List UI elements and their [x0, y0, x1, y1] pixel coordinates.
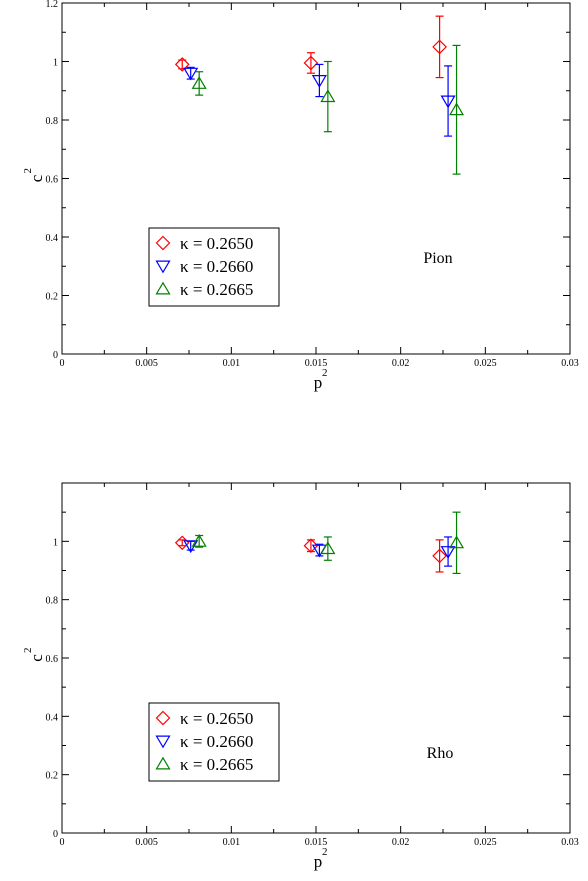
legend-label: κ = 0.2660 [180, 257, 253, 276]
y-tick-label: 1.2 [46, 0, 59, 10]
y-axis-label: c [27, 654, 46, 662]
plot-frame [62, 483, 570, 833]
y-tick-label: 0 [53, 350, 58, 361]
x-tick-label: 0.03 [561, 837, 579, 848]
pion-panel: 0 0.005 0.01 0.015 0.02 0.025 0.0300.20.40.60.… [22, 0, 579, 392]
y-tick-label: 0 [53, 829, 58, 840]
x-axis-label: p [314, 852, 323, 871]
y-tick-label: 0.6 [46, 175, 59, 186]
x-tick-label: 0.02 [392, 358, 410, 369]
series-2 [193, 45, 463, 174]
x-tick-label: 0 [60, 358, 65, 369]
y-tick-label: 0.8 [46, 596, 59, 607]
legend-label: κ = 0.2650 [180, 709, 253, 728]
y-axis-label-superscript: 2 [22, 648, 34, 654]
legend: κ = 0.2650 κ = 0.2660 κ = 0.2665 [149, 703, 279, 781]
x-tick-label: 0.02 [392, 837, 410, 848]
x-tick-label: 0.005 [135, 837, 158, 848]
plot-frame [62, 3, 570, 354]
x-tick-label: 0.025 [474, 837, 497, 848]
series-0 [176, 16, 446, 77]
y-axis-label: c [27, 174, 46, 182]
series-1 [184, 64, 454, 136]
legend-label: κ = 0.2665 [180, 280, 253, 299]
panel-label: Pion [423, 250, 452, 267]
x-axis-label-superscript: 2 [322, 367, 328, 379]
y-tick-label: 0.4 [46, 233, 59, 244]
series-2 [193, 512, 463, 573]
legend: κ = 0.2650 κ = 0.2660 κ = 0.2665 [149, 228, 279, 306]
y-tick-label: 0.8 [46, 116, 59, 127]
x-tick-label: 0.03 [561, 358, 579, 369]
rho-panel: 0 0.005 0.01 0.015 0.02 0.025 0.0300.20.40.60.… [22, 483, 579, 871]
panel-label: Rho [427, 745, 454, 762]
x-tick-label: 0.005 [135, 358, 158, 369]
series-1 [184, 537, 454, 566]
y-tick-label: 0.6 [46, 654, 59, 665]
y-tick-label: 0.2 [46, 771, 59, 782]
legend-label: κ = 0.2660 [180, 732, 253, 751]
x-tick-label: 0.01 [223, 358, 241, 369]
x-tick-label: 0.01 [223, 837, 241, 848]
y-tick-label: 0.2 [46, 292, 59, 303]
x-tick-label: 0.025 [474, 358, 497, 369]
x-axis-label: p [314, 373, 323, 392]
legend-label: κ = 0.2650 [180, 234, 253, 253]
y-axis-label-superscript: 2 [22, 168, 34, 174]
y-tick-label: 0.4 [46, 712, 59, 723]
y-tick-label: 1 [53, 537, 58, 548]
x-tick-label: 0 [60, 837, 65, 848]
y-tick-label: 1 [53, 58, 58, 69]
x-axis-label-superscript: 2 [322, 846, 328, 858]
legend-label: κ = 0.2665 [180, 755, 253, 774]
series-0 [176, 536, 446, 572]
